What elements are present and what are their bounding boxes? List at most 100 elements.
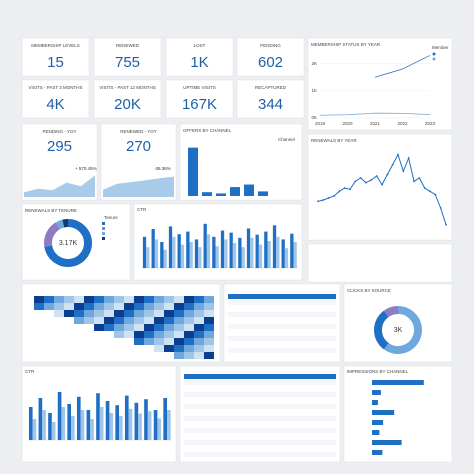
donut-slice: [55, 219, 65, 230]
table-row: [184, 410, 336, 415]
bar: [220, 230, 225, 268]
heat-cell: [154, 317, 164, 324]
bar: [153, 410, 158, 440]
bar: [372, 440, 402, 445]
x-tick-label: 2019: [315, 121, 326, 126]
legend-swatch: [432, 52, 436, 56]
bar: [229, 232, 233, 268]
table-row: [228, 294, 336, 299]
kpi-value: 15: [47, 54, 64, 71]
legend-swatch: [102, 232, 105, 235]
card: [93, 79, 162, 119]
panel-title: RENEWALS BY YEAR: [311, 138, 357, 143]
point: [445, 223, 447, 226]
heat-cell: [134, 310, 144, 317]
heat-cell: [154, 303, 164, 310]
heat-cell: [194, 338, 204, 345]
heat-cell: [144, 317, 154, 324]
legend-swatch: [102, 237, 105, 240]
bar: [163, 249, 167, 268]
heat-cell: [204, 317, 214, 324]
y-tick-label: 2K: [311, 61, 317, 66]
point: [386, 173, 389, 176]
bar: [160, 242, 164, 268]
panel-title: MEMBERSHIP LEVELS: [31, 43, 79, 48]
heat-cell: [164, 317, 174, 324]
heat-cell: [104, 296, 114, 303]
heat-cell: [124, 324, 134, 331]
bar: [48, 413, 52, 440]
panel-title: OFFERS BY CHANNEL: [183, 128, 232, 133]
heat-cell: [144, 303, 154, 310]
heat-cell: [64, 310, 74, 317]
table-row: [184, 428, 336, 433]
bar: [372, 400, 378, 405]
heat-cell: [74, 317, 84, 324]
bar: [134, 402, 139, 440]
heat-cell: [184, 303, 194, 310]
kpi-value: 602: [258, 54, 283, 71]
bar: [212, 236, 216, 268]
heat-cell: [74, 296, 84, 303]
heat-cell: [84, 303, 94, 310]
bar: [138, 413, 142, 440]
heat-cell: [134, 303, 144, 310]
heat-cell: [54, 303, 64, 310]
panel-title: IMPRESSIONS BY CHANNEL: [347, 369, 409, 374]
heat-cell: [184, 310, 194, 317]
heat-cell: [144, 296, 154, 303]
bar: [144, 399, 148, 440]
table-row: [184, 386, 336, 391]
heat-cell: [64, 296, 74, 303]
heat-cell: [44, 296, 54, 303]
panel-title: VISITS - PAST 3 MONTHS: [28, 85, 82, 90]
table-row: [228, 348, 336, 353]
legend-swatch: [102, 222, 105, 225]
point: [375, 175, 378, 177]
heat-cell: [144, 338, 154, 345]
bar: [151, 229, 155, 268]
donut-slice: [383, 306, 399, 318]
x-tick-label: 2021: [370, 121, 381, 126]
bar: [372, 380, 424, 385]
card: [165, 79, 234, 119]
bar: [372, 410, 395, 415]
bar: [372, 430, 380, 435]
heat-cell: [164, 310, 174, 317]
card: [307, 243, 453, 283]
heat-cell: [124, 296, 134, 303]
heat-cell: [204, 303, 214, 310]
yoy-area: [103, 176, 174, 197]
bar: [244, 184, 254, 196]
heat-cell: [134, 324, 144, 331]
heat-cell: [184, 331, 194, 338]
point: [407, 157, 410, 159]
heat-cell: [164, 303, 174, 310]
bar: [167, 410, 171, 440]
bar: [147, 411, 152, 440]
x-tick-label: 2020: [342, 121, 353, 126]
bar: [115, 405, 120, 440]
bar: [238, 237, 242, 268]
card: [93, 37, 162, 77]
heat-cell: [194, 324, 204, 331]
point: [434, 193, 437, 196]
donut-slice: [44, 219, 92, 267]
heat-cell: [174, 317, 184, 324]
kpi-value: 344: [258, 96, 283, 113]
panel-title: RENEWED - YOY: [120, 129, 156, 134]
point: [439, 207, 442, 209]
kpi-value: 295: [47, 138, 72, 155]
table-row: [184, 398, 336, 403]
bar: [215, 246, 219, 268]
heat-cell: [124, 317, 134, 324]
heat-cell: [174, 338, 184, 345]
heat-cell: [114, 331, 124, 338]
heat-cell: [194, 310, 204, 317]
donut-slice: [44, 222, 61, 247]
bar: [272, 225, 277, 268]
point: [322, 199, 325, 201]
bar: [232, 243, 237, 268]
card: [165, 37, 234, 77]
